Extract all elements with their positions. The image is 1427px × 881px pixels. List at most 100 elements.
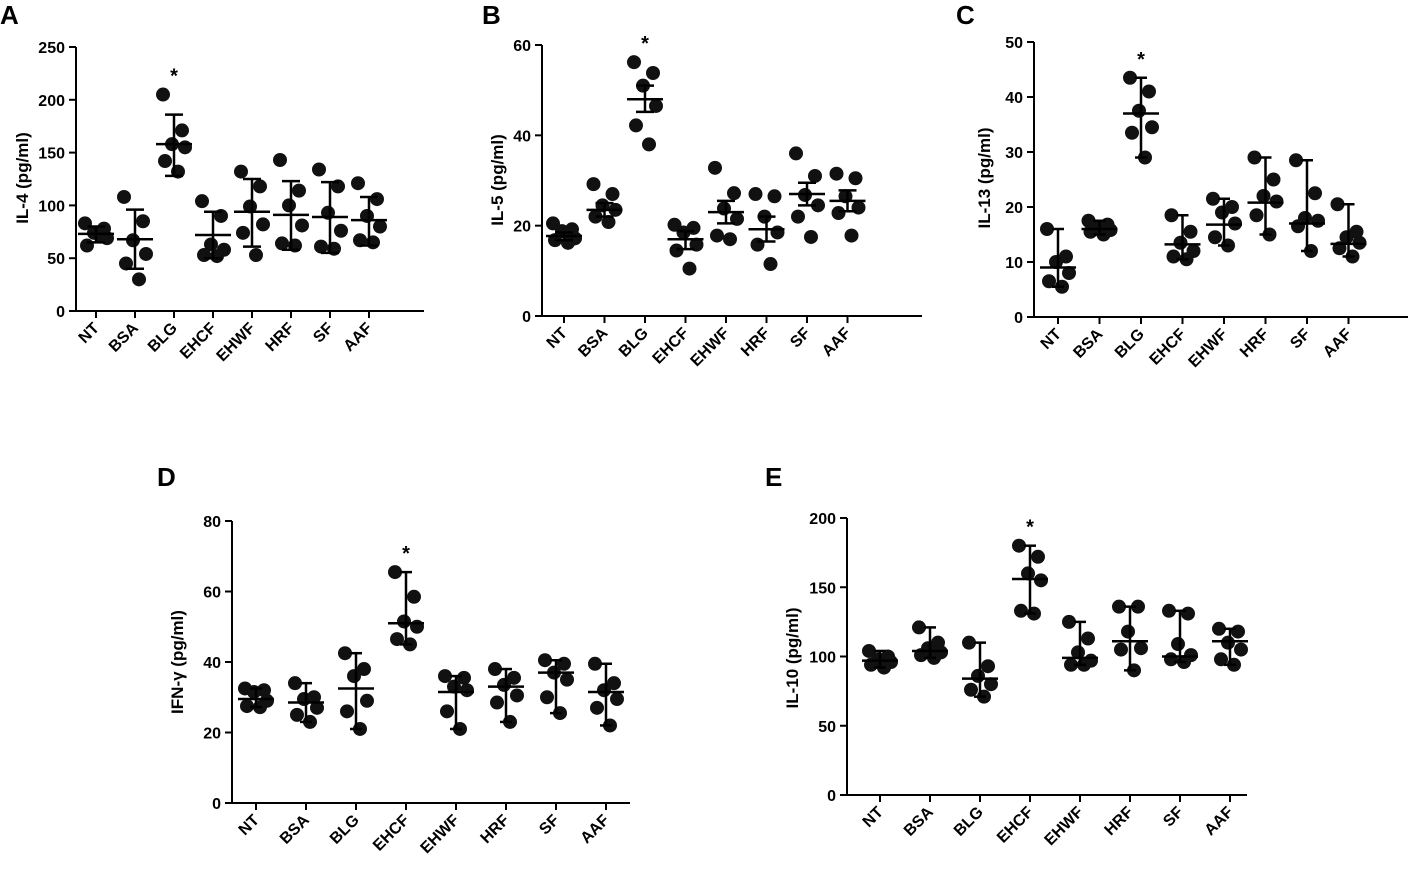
data-point bbox=[410, 619, 424, 634]
data-point bbox=[717, 201, 731, 216]
data-point bbox=[460, 683, 474, 698]
x-category-label: BSA bbox=[277, 811, 313, 847]
x-category-label: SF bbox=[310, 320, 337, 347]
data-point bbox=[607, 676, 621, 691]
data-point bbox=[490, 695, 504, 710]
significance-marker: * bbox=[402, 543, 410, 565]
data-point bbox=[338, 646, 352, 661]
data-point bbox=[540, 690, 554, 705]
data-point bbox=[791, 209, 805, 224]
y-tick-label: 10 bbox=[1005, 255, 1023, 272]
significance-marker: * bbox=[1026, 517, 1034, 539]
data-point bbox=[808, 168, 822, 183]
data-point bbox=[1212, 621, 1226, 636]
x-category-label: AAF bbox=[578, 812, 613, 847]
data-point bbox=[158, 154, 172, 169]
data-point bbox=[1339, 230, 1354, 245]
data-point bbox=[590, 700, 604, 715]
data-point bbox=[195, 194, 209, 209]
data-point bbox=[804, 229, 818, 244]
data-point bbox=[397, 614, 411, 629]
data-point bbox=[197, 248, 211, 263]
data-point bbox=[360, 693, 374, 708]
x-category-label: EHCF bbox=[650, 325, 693, 368]
x-category-label: SF bbox=[1160, 804, 1187, 831]
data-point bbox=[1123, 70, 1137, 85]
data-point bbox=[1206, 191, 1220, 206]
data-point bbox=[708, 160, 722, 175]
panel-e-il10-chart: E IL-10 (pg/ml) 0 50 100 150 200 NT BSA BLG EHCF… bbox=[765, 462, 1248, 849]
x-category-label: EHWF bbox=[417, 812, 462, 857]
data-point bbox=[275, 236, 289, 251]
y-tick-label: 80 bbox=[203, 514, 221, 531]
data-point bbox=[1034, 573, 1048, 588]
data-point bbox=[1308, 186, 1322, 201]
y-tick-label: 200 bbox=[38, 93, 65, 110]
data-point bbox=[447, 679, 461, 694]
data-point bbox=[357, 662, 371, 677]
data-point bbox=[1081, 631, 1095, 646]
data-point bbox=[723, 232, 737, 247]
data-point bbox=[292, 183, 306, 198]
data-point bbox=[390, 632, 404, 647]
data-point bbox=[912, 620, 926, 635]
data-point bbox=[236, 225, 250, 240]
y-tick-label: 50 bbox=[818, 719, 836, 736]
data-point bbox=[1311, 213, 1325, 228]
y-tick-label: 200 bbox=[809, 511, 836, 528]
data-point bbox=[669, 243, 684, 258]
data-point bbox=[829, 166, 844, 181]
data-point bbox=[1134, 641, 1148, 656]
significance-marker: * bbox=[641, 33, 649, 55]
data-point bbox=[247, 684, 261, 699]
data-point bbox=[256, 217, 270, 232]
x-category-label: AAF bbox=[819, 325, 854, 360]
y-tick-label: 0 bbox=[827, 788, 836, 805]
x-category-label: AAF bbox=[341, 320, 376, 355]
data-point bbox=[1121, 624, 1135, 639]
data-point bbox=[750, 237, 765, 252]
data-point bbox=[862, 643, 876, 658]
y-tick-label: 50 bbox=[1005, 35, 1023, 52]
data-point bbox=[763, 257, 778, 272]
x-category-label: HRF bbox=[1102, 804, 1137, 839]
y-tick-label: 20 bbox=[203, 726, 221, 743]
data-point bbox=[588, 656, 602, 671]
data-point bbox=[1181, 606, 1195, 621]
y-axis-title: IFN-γ (pg/ml) bbox=[168, 610, 187, 714]
y-axis-title: IL-5 (pg/ml) bbox=[488, 134, 507, 226]
data-point bbox=[1234, 642, 1248, 657]
x-category-label: HRF bbox=[738, 325, 773, 360]
data-point bbox=[1014, 603, 1028, 618]
data-point bbox=[629, 118, 643, 133]
panel-c-il13-chart: C IL-13 (pg/ml) 0 10 20 30 40 50 NT BSA BLGEHCFE… bbox=[956, 0, 1408, 371]
data-point bbox=[156, 87, 170, 102]
data-point bbox=[457, 670, 471, 685]
data-point bbox=[770, 225, 785, 240]
y-tick-label: 100 bbox=[809, 650, 836, 667]
y-tick-label: 0 bbox=[1014, 310, 1023, 327]
data-point bbox=[831, 206, 846, 221]
significance-marker: * bbox=[1137, 49, 1145, 71]
x-category-label: BLG bbox=[327, 812, 363, 848]
x-category-label: NT bbox=[76, 320, 103, 347]
data-point bbox=[1330, 197, 1345, 212]
data-point bbox=[314, 239, 328, 254]
x-category-label: EHWF bbox=[213, 320, 258, 365]
y-tick-label: 40 bbox=[1005, 90, 1023, 107]
data-point bbox=[1064, 657, 1078, 672]
data-point bbox=[710, 228, 724, 243]
data-point bbox=[811, 198, 825, 213]
data-point bbox=[310, 700, 324, 715]
y-tick-label: 20 bbox=[1005, 200, 1023, 217]
data-point bbox=[1049, 255, 1063, 269]
panel-letter: E bbox=[765, 462, 782, 492]
y-tick-label: 150 bbox=[809, 580, 836, 597]
panel-letter: A bbox=[0, 0, 19, 30]
panel-d-ifng-chart: D IFN-γ (pg/ml) 0 20 40 60 80 NT BSA BLG EHCF EHW… bbox=[157, 462, 630, 857]
x-category-label: BLG bbox=[616, 325, 652, 361]
y-tick-label: 250 bbox=[38, 40, 65, 57]
